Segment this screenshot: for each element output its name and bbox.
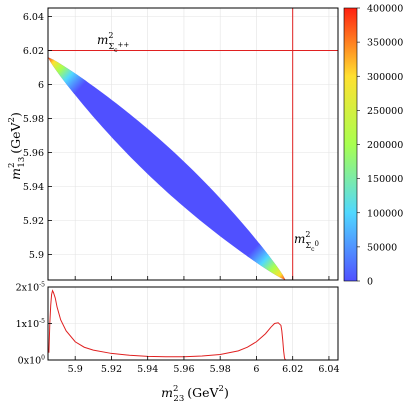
main-x-tickmarks	[74, 276, 330, 280]
x-tick-label: 5.9	[68, 364, 83, 375]
band-body	[48, 57, 286, 280]
dalitz-band	[48, 44, 298, 280]
lower-x-ticks: 5.9 5.92 5.94 5.96 5.98 6 6.02 6.04	[68, 356, 340, 375]
y-axis-label: m213(GeV2)	[7, 112, 27, 180]
colorbar-tick-label: 150000	[367, 174, 403, 185]
colorbar-tick-label: 50000	[367, 242, 397, 253]
y-tick-label: 5.9	[29, 250, 44, 261]
colorbar-tick-label: 400000	[367, 4, 403, 15]
x-tick-label: 5.98	[210, 364, 231, 375]
main-y-ticks: 5.9 5.92 5.94 5.96 5.98 6 6.02 6.04	[23, 12, 52, 261]
colorbar: 0 50000 100000 150000 200000 250000 300000 3500…	[343, 4, 403, 288]
y-tick-label: 6.02	[23, 46, 44, 57]
main-frame	[47, 7, 339, 281]
x-tick-label: 5.92	[101, 364, 122, 375]
y-tick-label: 5.98	[23, 114, 44, 125]
y-tick-label: 6.04	[23, 12, 44, 23]
lower-y-tick-label: 2x10-5	[16, 282, 46, 294]
lower-y-tick-label: 0x100	[18, 355, 46, 367]
x-tick-label: 6.04	[318, 364, 339, 375]
threshold-lines	[48, 8, 338, 280]
colorbar-tick-label: 100000	[367, 208, 403, 219]
y-tick-label: 5.96	[23, 148, 44, 159]
colorbar-tick-label: 350000	[367, 38, 403, 49]
lower-panel: 0x100 1x10-5 2x10-5 5.9 5.92 5.94 5.96 5.98 6 6.…	[16, 282, 340, 376]
y-tick-label: 5.94	[23, 182, 44, 193]
colorbar-tick-label: 300000	[367, 72, 403, 83]
colorbar-tick-label: 250000	[367, 106, 403, 117]
colorbar-gradient	[343, 7, 358, 282]
lower-y-tick-label: 1x10-5	[16, 318, 46, 330]
y-tick-label: 6	[38, 80, 44, 91]
colorbar-ticks: 0 50000 100000 150000 200000 250000 300000 3500…	[357, 4, 403, 288]
colorbar-tick-label: 0	[367, 277, 373, 288]
x-tick-label: 5.94	[137, 364, 158, 375]
main-panel: 5.9 5.92 5.94 5.96 5.98 6 6.02 6.04	[23, 7, 339, 281]
projection-curve	[48, 289, 286, 360]
x-axis-label: m2 23 (GeV2)	[161, 384, 229, 404]
threshold-label-charged: m2 Σc++	[97, 31, 129, 54]
main-grid	[48, 8, 338, 280]
lower-y-ticks: 0x100 1x10-5 2x10-5	[16, 282, 52, 367]
x-tick-label: 5.96	[173, 364, 194, 375]
y-tick-label: 5.92	[23, 216, 44, 227]
threshold-label-neutral: m2 Σc0	[294, 230, 319, 253]
x-tick-label: 6	[253, 364, 259, 375]
colorbar-tick-label: 200000	[367, 140, 403, 151]
x-tick-label: 6.02	[282, 364, 303, 375]
